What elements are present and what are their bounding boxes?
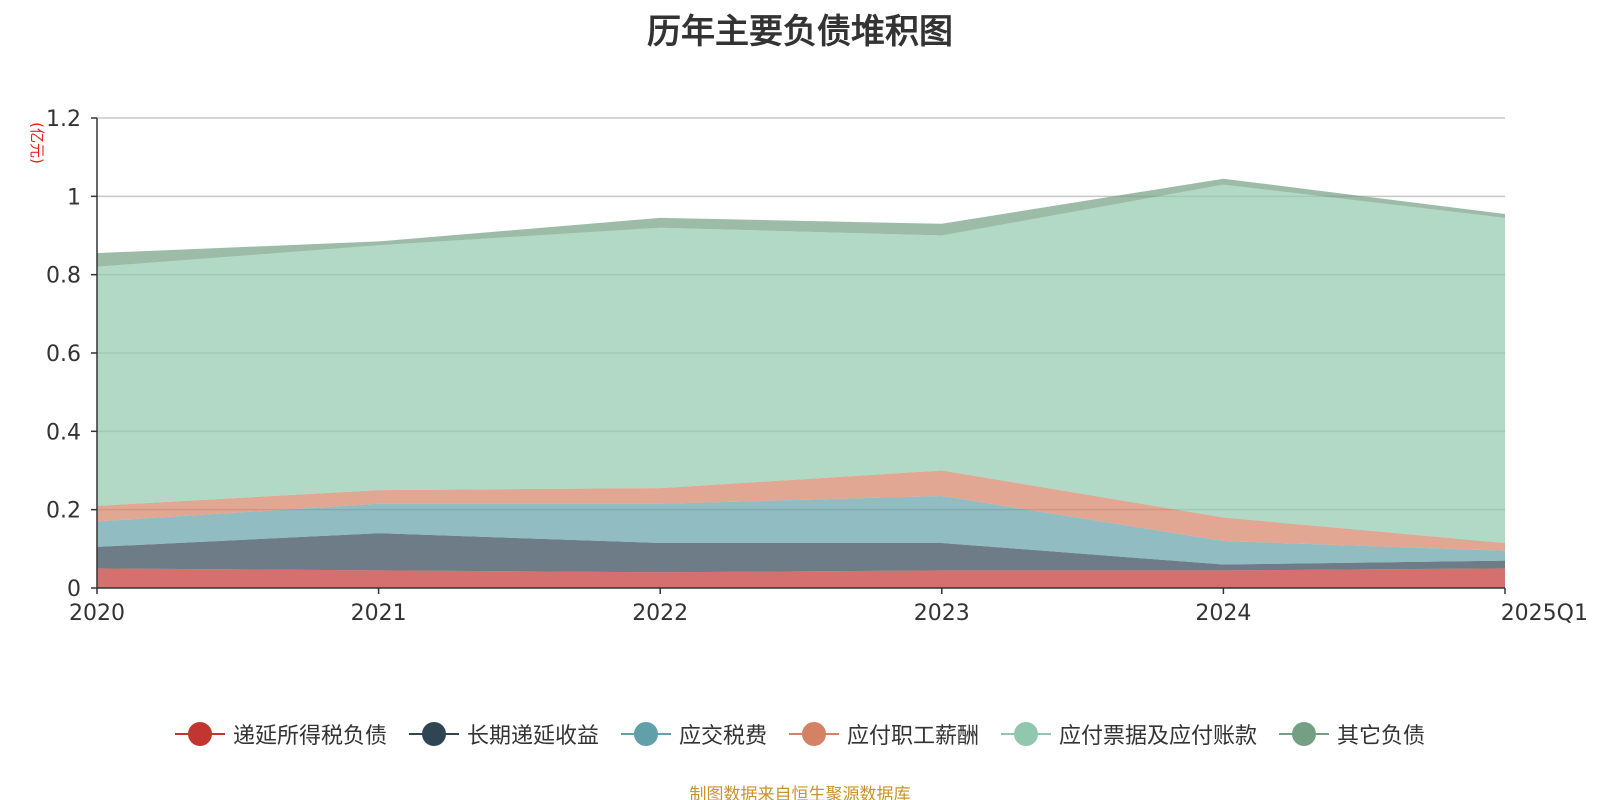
y-tick-label: 1	[67, 185, 81, 210]
legend-marker-icon	[1279, 721, 1330, 747]
x-tick-label: 2020	[69, 601, 125, 626]
legend-marker-icon	[789, 721, 839, 747]
legend-label: 应交税费	[678, 724, 767, 749]
legend-label: 应付票据及应付账款	[1059, 724, 1258, 749]
area-layer	[97, 178, 1505, 588]
legend-label: 递延所得税负债	[232, 724, 387, 749]
legend-item-0[interactable]: 递延所得税负债	[174, 718, 387, 750]
y-unit-label: (亿元)	[28, 122, 46, 164]
source-note: 制图数据来自恒生聚源数据库	[689, 785, 911, 800]
x-tick-label: 2022	[632, 601, 688, 626]
legend-item-5[interactable]: 其它负债	[1279, 718, 1425, 750]
legend: 递延所得税负债 长期递延收益 应交税费 应付职工薪酬 应付票据及应付账款 其它负债	[0, 718, 1600, 750]
legend-marker-icon	[408, 721, 459, 747]
y-tick-label: 0.4	[46, 420, 81, 445]
area-series-5[interactable]	[97, 178, 1505, 267]
area-series-0[interactable]	[97, 568, 1505, 588]
legend-item-2[interactable]: 应交税费	[620, 718, 767, 750]
y-tick-label: 0.2	[46, 499, 81, 524]
x-tick-label: 2021	[351, 601, 407, 626]
area-series-1[interactable]	[97, 533, 1505, 573]
legend-label: 长期递延收益	[466, 724, 599, 749]
y-tick-label: 0.8	[46, 264, 81, 289]
y-tick-label: 0.6	[46, 342, 81, 367]
area-series-2[interactable]	[97, 496, 1505, 565]
legend-item-1[interactable]: 长期递延收益	[408, 718, 599, 750]
legend-item-4[interactable]: 应付票据及应付账款	[1001, 718, 1257, 750]
x-tick-label: 2025Q1	[1501, 601, 1588, 626]
legend-marker-icon	[1001, 721, 1052, 747]
area-series-4[interactable]	[97, 184, 1505, 543]
axis-layer: 0 0.2 0.4 0.6 0.8 1 1.2 2020 2021 2022 2023 2024 202…	[28, 107, 1588, 626]
chart-title: 历年主要负债堆积图	[647, 12, 953, 52]
legend-marker-icon	[620, 721, 671, 747]
legend-marker-icon	[174, 721, 225, 747]
legend-item-3[interactable]: 应付职工薪酬	[789, 718, 979, 750]
y-tick-label: 1.2	[46, 107, 81, 132]
legend-label: 应付职工薪酬	[847, 724, 980, 749]
x-tick-label: 2024	[1195, 601, 1251, 626]
legend-label: 其它负债	[1337, 724, 1426, 749]
area-series-3[interactable]	[97, 470, 1505, 551]
x-tick-label: 2023	[914, 601, 970, 626]
y-tick-label: 0	[67, 577, 81, 602]
